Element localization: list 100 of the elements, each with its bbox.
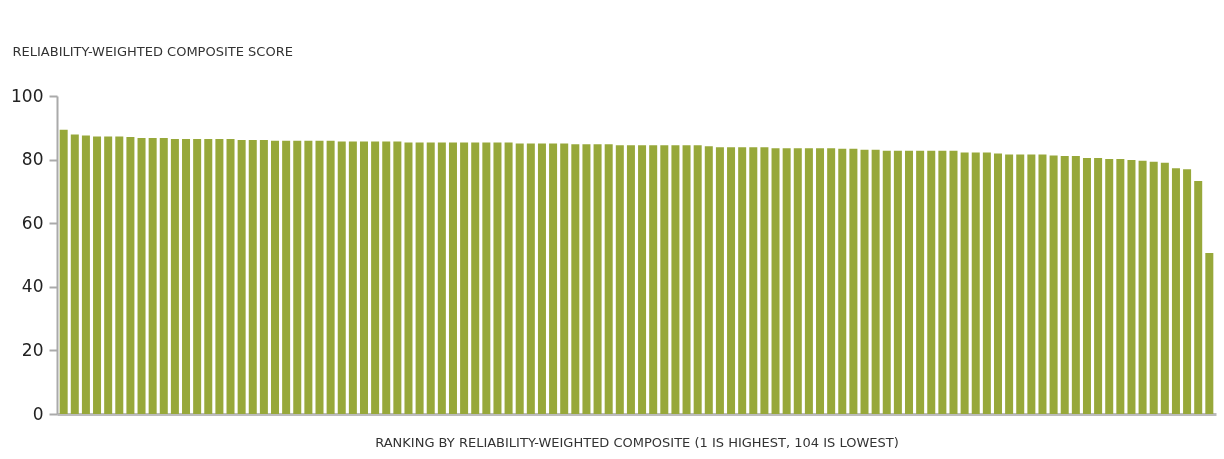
bar: [649, 145, 658, 414]
bar: [727, 147, 736, 414]
x-axis-title: RANKING BY RELIABILITY-WEIGHTED COMPOSITE (1 IS HIGHEST, 104 IS LOWEST): [375, 434, 899, 450]
bar: [860, 149, 869, 414]
bar: [170, 138, 179, 414]
bar: [226, 138, 235, 414]
bar: [93, 136, 102, 414]
bar: [615, 145, 624, 414]
bar: [1049, 155, 1058, 414]
bar: [1116, 158, 1125, 414]
bar: [471, 142, 480, 414]
bar: [604, 144, 613, 414]
bar: [348, 141, 357, 414]
bar: [949, 150, 958, 414]
y-tick-label: 0: [32, 403, 44, 424]
y-tick-label: 60: [21, 212, 44, 233]
bar: [782, 148, 791, 414]
bar: [326, 140, 335, 414]
bar: [571, 144, 580, 414]
bar: [81, 135, 90, 414]
bar: [404, 142, 413, 414]
bar: [204, 138, 213, 414]
bar: [549, 143, 558, 414]
bar: [905, 150, 914, 414]
y-tick-label: 80: [21, 149, 44, 170]
bar: [1060, 156, 1069, 414]
bar: [704, 146, 713, 414]
bar: [437, 142, 446, 414]
bar: [371, 141, 380, 414]
bar: [526, 143, 535, 414]
bar: [1016, 154, 1025, 414]
bar: [804, 148, 813, 414]
bar: [1160, 162, 1169, 414]
bar: [993, 153, 1002, 414]
bar: [749, 147, 758, 414]
bar: [893, 150, 902, 414]
bar: [771, 148, 780, 414]
bar: [159, 137, 168, 414]
bar: [215, 138, 224, 414]
bar: [738, 147, 747, 414]
bar: [682, 145, 691, 414]
bar: [115, 136, 124, 414]
bar: [626, 145, 635, 414]
bar: [1038, 154, 1047, 414]
bar: [693, 145, 702, 414]
bar: [593, 144, 602, 414]
bar: [671, 145, 680, 414]
bar: [393, 141, 402, 414]
bar: [515, 143, 524, 414]
bar: [448, 142, 457, 414]
bar: [938, 150, 947, 414]
bar: [504, 142, 513, 414]
bar: [460, 142, 469, 414]
y-tick-label: 40: [21, 276, 44, 297]
bar: [982, 152, 991, 414]
bar: [827, 148, 836, 414]
bar: [148, 137, 157, 414]
bar: [1183, 169, 1192, 414]
y-tick-label: 20: [21, 339, 44, 360]
bar: [560, 143, 569, 414]
bar: [193, 138, 202, 414]
bar: [382, 141, 391, 414]
bar: [1094, 158, 1103, 414]
bar: [582, 144, 591, 414]
bar: [1194, 180, 1203, 414]
bar: [259, 139, 268, 414]
bar: [1149, 161, 1158, 414]
bar: [849, 148, 858, 414]
bar: [816, 148, 825, 414]
bar: [1127, 159, 1136, 414]
bar: [415, 142, 424, 414]
bar: [293, 140, 302, 414]
bar: [482, 142, 491, 414]
bar: [359, 141, 368, 414]
bar: [715, 147, 724, 414]
bar: [248, 139, 257, 414]
bar: [760, 147, 769, 414]
bar: [1205, 253, 1214, 414]
bar: [282, 140, 291, 414]
bar: [1105, 158, 1114, 414]
bar: [104, 136, 113, 414]
y-tick-label: 100: [11, 85, 44, 106]
bar: [882, 150, 891, 414]
bar: [927, 150, 936, 414]
bar: [304, 140, 313, 414]
y-axis-title: RELIABILITY-WEIGHTED COMPOSITE SCORE: [12, 43, 293, 59]
bar: [493, 142, 502, 414]
bar: [126, 137, 135, 414]
bar: [793, 148, 802, 414]
bar: [237, 139, 246, 414]
bar: [271, 140, 280, 414]
bar: [971, 152, 980, 414]
bar: [537, 143, 546, 414]
bar: [638, 145, 647, 414]
bar: [1138, 160, 1147, 414]
bar: [426, 142, 435, 414]
bar: [70, 134, 79, 414]
bar: [838, 148, 847, 414]
bar: [960, 152, 969, 414]
bar: [315, 140, 324, 414]
